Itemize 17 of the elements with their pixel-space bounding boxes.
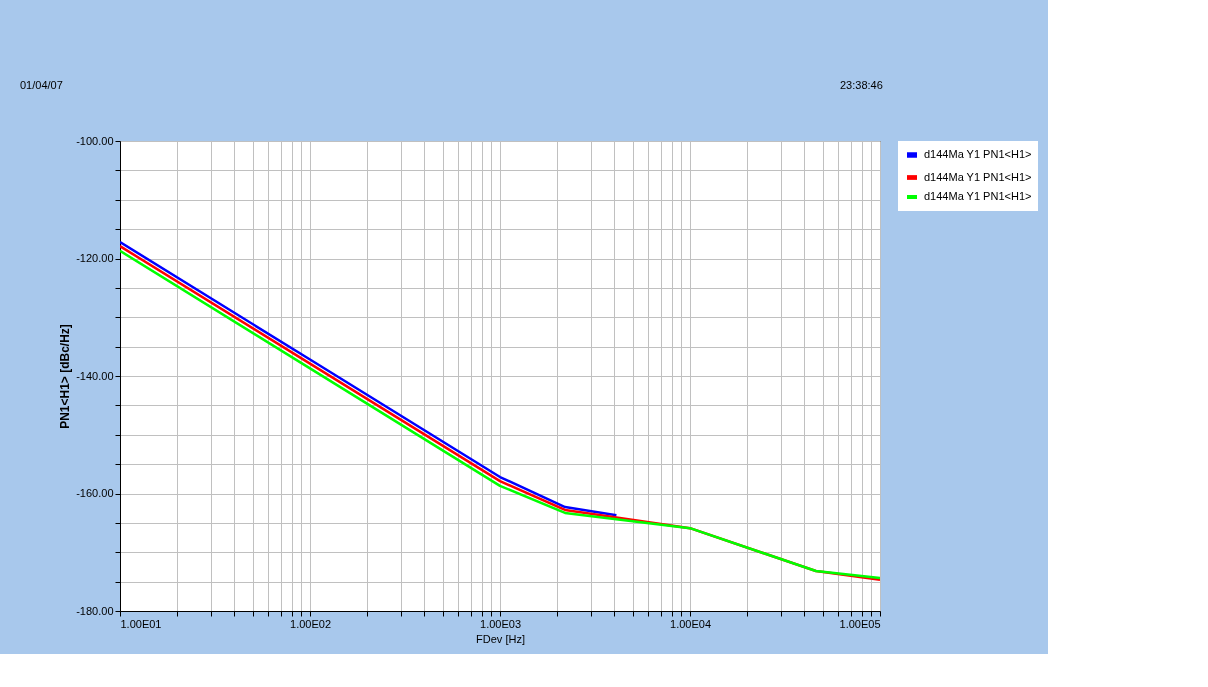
x-axis-title: FDev [Hz]: [476, 632, 525, 645]
x-tick-label: 1.00E03: [480, 617, 521, 630]
legend-label: d144Ma Y1 PN1<H1>: [924, 170, 1032, 183]
legend-label: d144Ma Y1 PN1<H1>: [924, 148, 1032, 160]
x-tick-label: 1.00E05: [839, 617, 881, 630]
x-tick-label: 1.00E02: [290, 617, 331, 630]
x-tick-label: 1.00E01: [120, 617, 162, 630]
y-tick-label: -180.00: [76, 604, 114, 617]
y-tick-label: -140.00: [76, 369, 114, 382]
x-tick-label: 1.00E04: [670, 617, 711, 630]
y-tick-label: -120.00: [76, 252, 114, 264]
y-tick-label: -160.00: [76, 487, 114, 499]
text: 01/04/07: [20, 79, 63, 91]
text: 23:38:46: [840, 79, 883, 91]
legend-label: d144Ma Y1 PN1<H1>: [924, 190, 1032, 202]
y-tick-label: -100.00: [76, 134, 114, 147]
y-axis-title: PN1<H1> [dBc/Hz]: [58, 324, 73, 429]
